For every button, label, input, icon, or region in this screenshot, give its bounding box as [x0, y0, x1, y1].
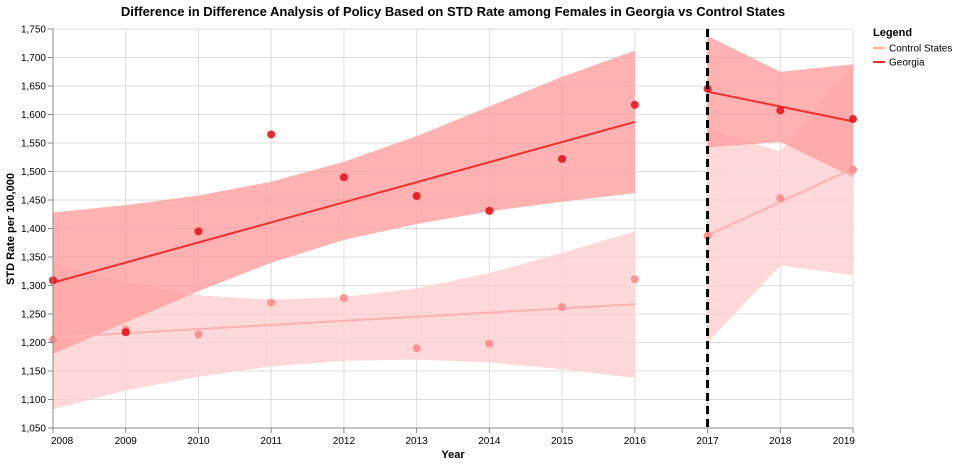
data-point — [849, 115, 857, 124]
x-tick-label: 2012 — [333, 436, 356, 447]
x-tick-label: 2014 — [478, 436, 501, 447]
y-axis-title: STD Rate per 100,000 — [5, 173, 17, 285]
x-tick-label: 2018 — [769, 436, 792, 447]
data-point — [776, 194, 785, 203]
y-tick-label: 1,350 — [21, 253, 46, 264]
data-point — [558, 303, 567, 312]
data-point — [630, 275, 639, 284]
x-tick-label: 2010 — [187, 436, 210, 447]
data-point — [412, 344, 421, 353]
data-point — [194, 227, 203, 236]
data-point — [558, 154, 567, 163]
data-point — [339, 294, 348, 303]
regression-line — [52, 120, 636, 284]
point-layer — [49, 84, 857, 353]
y-tick-label: 1,050 — [21, 424, 46, 435]
y-tick-label: 1,100 — [21, 395, 46, 406]
y-tick-label: 1,650 — [21, 82, 46, 93]
x-tick-label: 2011 — [260, 436, 282, 447]
y-tick-label: 1,200 — [21, 338, 46, 349]
data-point — [194, 330, 203, 339]
legend-label-control-states: Control States — [889, 44, 952, 55]
y-tick-label: 1,150 — [21, 367, 46, 378]
y-tick-label: 1,400 — [21, 224, 46, 235]
chart-title: Difference in Difference Analysis of Pol… — [121, 4, 785, 19]
y-tick-label: 1,500 — [21, 167, 46, 178]
regression-line — [52, 303, 635, 339]
data-point — [267, 130, 276, 139]
y-tick-label: 1,550 — [21, 139, 46, 150]
legend-label-georgia: Georgia — [889, 58, 925, 69]
data-point — [776, 106, 785, 115]
y-tick-label: 1,450 — [21, 196, 46, 207]
x-tick-label: 2009 — [115, 436, 138, 447]
data-point — [485, 206, 494, 215]
data-point — [485, 339, 494, 348]
data-point — [630, 100, 639, 109]
y-tick-label: 1,600 — [21, 110, 46, 121]
legend: Legend Control States Georgia — [873, 27, 952, 69]
x-tick-label: 2013 — [406, 436, 429, 447]
data-point — [267, 298, 276, 307]
x-axis-title: Year — [441, 449, 465, 461]
legend-title: Legend — [873, 27, 912, 39]
data-point — [339, 173, 348, 182]
x-tick-label: 2019 — [833, 436, 856, 447]
y-tick-label: 1,700 — [21, 53, 46, 64]
axis-layer: 2008 2009 2010 2011 2012 2013 2014 2015 2016 2017… — [21, 25, 855, 448]
y-tick-label: 1,750 — [21, 25, 46, 36]
y-tick-label: 1,300 — [21, 281, 46, 292]
x-tick-label: 2008 — [51, 436, 74, 447]
data-point — [412, 192, 421, 201]
x-tick-label: 2017 — [696, 436, 719, 447]
y-tick-label: 1,250 — [21, 310, 46, 321]
data-point — [121, 328, 130, 337]
data-point — [849, 165, 857, 174]
x-tick-label: 2016 — [624, 436, 647, 447]
x-tick-label: 2015 — [551, 436, 574, 447]
data-point — [703, 231, 712, 240]
band-layer — [53, 35, 853, 410]
